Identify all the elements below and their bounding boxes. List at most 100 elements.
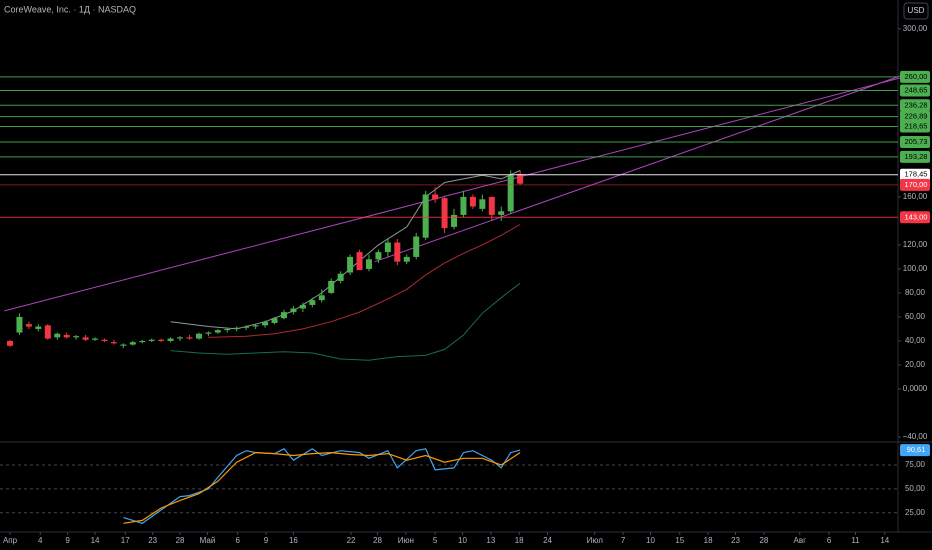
candle-body — [507, 175, 514, 212]
candle-body — [347, 256, 354, 273]
x-tick-label: 18 — [704, 536, 713, 545]
x-tick-label: 18 — [515, 536, 524, 545]
x-tick-label: 23 — [731, 536, 740, 545]
y-tick-label: 50,00 — [905, 484, 926, 493]
candle-body — [44, 325, 51, 339]
candle-body — [290, 308, 297, 313]
y-tick-label: 120,00 — [903, 240, 928, 249]
candle-body — [177, 337, 184, 339]
candle-body — [7, 340, 14, 346]
indicator-line — [170, 282, 521, 361]
candle-body — [318, 295, 325, 301]
candle-body — [35, 326, 42, 329]
symbol-title: CoreWeave, Inc. · 1Д · NASDAQ — [4, 4, 136, 14]
candle-body — [517, 174, 524, 184]
x-tick-label: 14 — [91, 536, 100, 545]
level-label: 143,00 — [905, 212, 928, 221]
level-label-box — [900, 84, 930, 97]
candle-body — [280, 312, 287, 319]
oscillator-line — [123, 451, 521, 524]
level-label-box — [900, 70, 930, 83]
x-tick-label: 5 — [433, 536, 438, 545]
candle-body — [328, 280, 335, 293]
x-tick-label: Авг — [793, 536, 806, 545]
level-label: 260,00 — [905, 72, 928, 81]
y-tick-label: 75,00 — [905, 460, 926, 469]
candle-body — [101, 339, 108, 341]
candle-body — [384, 242, 391, 253]
candle-body — [262, 321, 269, 326]
y-tick-label: 60,00 — [905, 312, 926, 321]
candle-body — [365, 259, 372, 269]
level-label: 236,28 — [905, 100, 928, 109]
candle-body — [54, 333, 61, 338]
y-tick-label: −40,00 — [903, 432, 928, 441]
x-tick-label: 16 — [289, 536, 298, 545]
candle-body — [73, 336, 80, 338]
x-tick-label: 6 — [827, 536, 832, 545]
level-label: 226,89 — [905, 112, 928, 121]
x-tick-label: 15 — [675, 536, 684, 545]
candle-body — [16, 316, 23, 333]
y-tick-label: 0,0000 — [903, 384, 928, 393]
level-label-box — [900, 211, 930, 224]
candle-body — [82, 337, 89, 340]
candle-body — [129, 342, 136, 345]
candle-body — [403, 256, 410, 262]
x-tick-label: 11 — [851, 536, 860, 545]
last-value-label: 90,61 — [907, 445, 926, 454]
candle-body — [148, 339, 155, 341]
candle-body — [243, 326, 250, 328]
x-tick-label: 14 — [880, 536, 889, 545]
candle-body — [488, 196, 495, 215]
candle-body — [337, 273, 344, 281]
level-label: 170,00 — [905, 180, 928, 189]
level-label-box — [900, 168, 930, 181]
candle-body — [375, 252, 382, 260]
level-label: 218,65 — [905, 121, 928, 130]
x-tick-label: 4 — [38, 536, 43, 545]
candle-body — [167, 338, 174, 341]
candle-body — [356, 252, 363, 271]
x-tick-label: 24 — [543, 536, 552, 545]
x-tick-label: 28 — [176, 536, 185, 545]
x-tick-label: Июл — [587, 536, 604, 545]
candle-body — [214, 330, 221, 333]
candle-body — [63, 334, 70, 338]
x-tick-label: 17 — [121, 536, 130, 545]
candle-body — [394, 242, 401, 262]
candle-body — [479, 199, 486, 209]
candle-body — [195, 333, 202, 339]
x-tick-label: 9 — [264, 536, 269, 545]
candle-body — [413, 236, 420, 257]
level-label-box — [900, 150, 930, 163]
x-tick-label: 23 — [148, 536, 157, 545]
y-tick-label: 100,00 — [903, 264, 928, 273]
currency-button[interactable] — [903, 2, 929, 20]
candle-body — [252, 325, 259, 327]
candle-body — [233, 327, 240, 329]
candle-body — [498, 211, 505, 215]
candle-body — [25, 324, 32, 327]
level-label-box — [900, 99, 930, 112]
x-tick-label: 13 — [486, 536, 495, 545]
x-tick-label: Апр — [3, 536, 18, 545]
level-label-box — [900, 135, 930, 148]
y-tick-label: 25,00 — [905, 508, 926, 517]
x-tick-label: 6 — [235, 536, 240, 545]
x-tick-label: Май — [200, 536, 216, 545]
x-tick-label: 28 — [373, 536, 382, 545]
candle-body — [432, 194, 439, 200]
candle-body — [441, 198, 448, 229]
x-tick-label: 10 — [458, 536, 467, 545]
x-tick-label: Июн — [398, 536, 414, 545]
candle-body — [158, 339, 165, 341]
candle-body — [299, 304, 306, 309]
level-label: 193,28 — [905, 152, 928, 161]
level-label: 205,73 — [905, 137, 928, 146]
candle-body — [460, 196, 467, 215]
level-label-box — [900, 178, 930, 191]
